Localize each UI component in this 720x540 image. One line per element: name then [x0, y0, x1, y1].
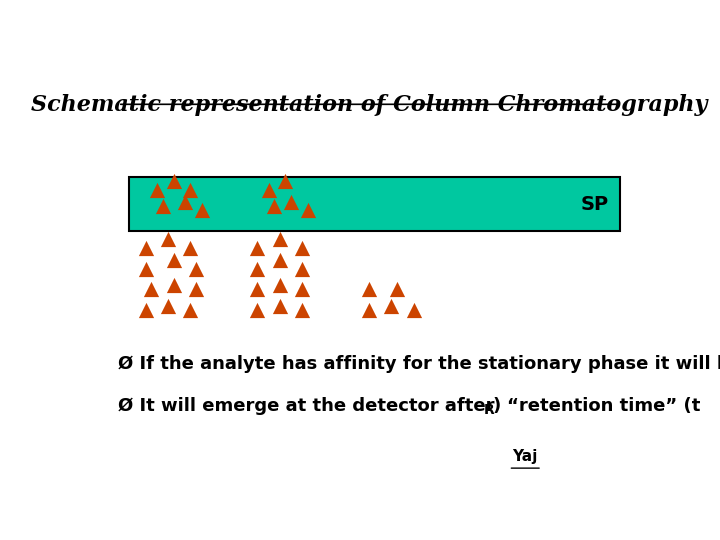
Point	[151, 185, 163, 194]
Point	[364, 285, 375, 294]
Text: Schematic representation of Column Chromatography: Schematic representation of Column Chrom…	[31, 94, 707, 116]
Point	[190, 285, 202, 294]
Point	[140, 306, 152, 314]
Point	[274, 281, 286, 289]
Point	[274, 256, 286, 265]
Point	[140, 244, 152, 252]
Point	[302, 206, 313, 214]
Point	[408, 306, 419, 314]
Text: ): )	[493, 397, 501, 415]
Text: Ø It will emerge at the detector after  “retention time” (t: Ø It will emerge at the detector after “…	[118, 397, 701, 415]
Text: R: R	[484, 403, 495, 417]
Point	[364, 306, 375, 314]
Point	[274, 302, 286, 310]
Point	[196, 206, 207, 214]
Point	[297, 244, 308, 252]
Point	[252, 244, 264, 252]
Point	[252, 264, 264, 273]
Text: Yaj: Yaj	[513, 449, 538, 464]
Point	[297, 285, 308, 294]
Point	[168, 256, 179, 265]
Point	[285, 198, 297, 206]
Point	[252, 285, 264, 294]
Point	[184, 306, 196, 314]
Point	[279, 177, 291, 186]
Point	[168, 177, 179, 186]
Point	[184, 185, 196, 194]
Point	[386, 302, 397, 310]
Point	[168, 281, 179, 289]
Bar	[129, 177, 620, 231]
Text: SP: SP	[581, 194, 609, 214]
Point	[391, 285, 402, 294]
Point	[297, 264, 308, 273]
Point	[145, 285, 157, 294]
Point	[157, 202, 168, 211]
Point	[190, 264, 202, 273]
Point	[163, 235, 174, 244]
Point	[263, 185, 274, 194]
Point	[140, 264, 152, 273]
Point	[252, 306, 264, 314]
Point	[269, 202, 280, 211]
Point	[184, 244, 196, 252]
Point	[163, 302, 174, 310]
Point	[297, 306, 308, 314]
Text: Ø If the analyte has affinity for the stationary phase it will be retarded: Ø If the analyte has affinity for the st…	[118, 355, 720, 373]
Point	[274, 235, 286, 244]
Point	[179, 198, 191, 206]
